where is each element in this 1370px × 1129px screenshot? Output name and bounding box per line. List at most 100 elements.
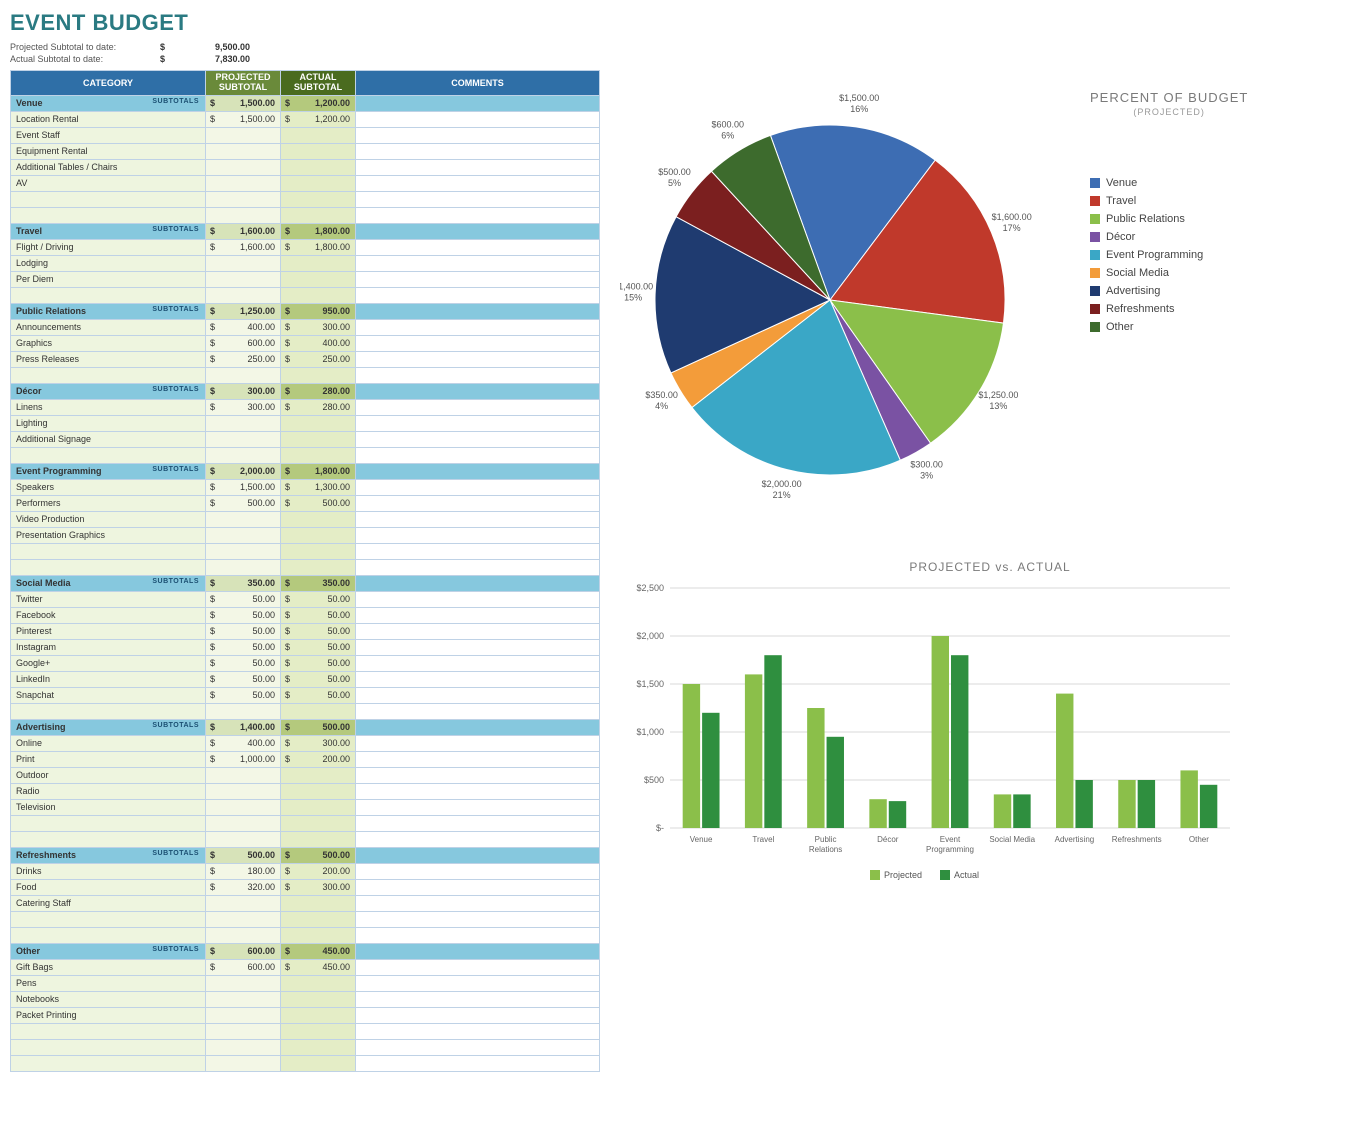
table-row (11, 543, 600, 559)
bar-legend-label: Actual (954, 870, 979, 880)
row-actual: $300.00 (281, 879, 356, 895)
row-comment (356, 687, 600, 703)
row-actual: $300.00 (281, 735, 356, 751)
row-actual (281, 911, 356, 927)
table-row: Twitter$50.00$50.00 (11, 591, 600, 607)
section-name: Social MediaSUBTOTALS (11, 575, 206, 591)
table-row: Press Releases$250.00$250.00 (11, 351, 600, 367)
row-name (11, 1039, 206, 1055)
header-actual: ACTUAL SUBTOTAL (281, 71, 356, 96)
legend-label: Travel (1106, 195, 1136, 207)
table-row: Drinks$180.00$200.00 (11, 863, 600, 879)
x-axis-label: Travel (752, 835, 774, 844)
row-comment (356, 351, 600, 367)
row-actual: $50.00 (281, 655, 356, 671)
spacer-row (11, 927, 600, 943)
pie-title: PERCENT OF BUDGET (1090, 90, 1248, 105)
table-row: Linens$300.00$280.00 (11, 399, 600, 415)
row-projected: $50.00 (206, 655, 281, 671)
section-projected: $1,600.00 (206, 223, 281, 239)
table-row (11, 191, 600, 207)
table-row: Snapchat$50.00$50.00 (11, 687, 600, 703)
row-actual (281, 1007, 356, 1023)
row-comment (356, 255, 600, 271)
row-actual: $200.00 (281, 751, 356, 767)
spacer-row (11, 831, 600, 847)
row-name: Online (11, 735, 206, 751)
row-actual (281, 527, 356, 543)
row-comment (356, 1039, 600, 1055)
section-comment (356, 575, 600, 591)
legend-swatch (1090, 304, 1100, 314)
projected-subtotal-row: Projected Subtotal to date: $ 9,500.00 (10, 42, 600, 52)
row-actual: $50.00 (281, 639, 356, 655)
row-projected (206, 1039, 281, 1055)
section-header: DécorSUBTOTALS$300.00$280.00 (11, 383, 600, 399)
spacer-row (11, 287, 600, 303)
row-projected: $50.00 (206, 607, 281, 623)
row-projected (206, 543, 281, 559)
slice-amount-label: $600.00 (711, 120, 744, 130)
row-actual (281, 191, 356, 207)
actual-label: Actual Subtotal to date: (10, 54, 150, 64)
row-projected: $180.00 (206, 863, 281, 879)
row-comment (356, 975, 600, 991)
row-comment (356, 879, 600, 895)
slice-percent-label: 13% (989, 401, 1007, 411)
section-actual: $500.00 (281, 847, 356, 863)
legend-label: Other (1106, 321, 1134, 333)
row-name: Video Production (11, 511, 206, 527)
row-comment (356, 335, 600, 351)
header-category: CATEGORY (11, 71, 206, 96)
section-name: TravelSUBTOTALS (11, 223, 206, 239)
legend-label: Social Media (1106, 267, 1169, 279)
row-comment (356, 783, 600, 799)
section-projected: $300.00 (206, 383, 281, 399)
row-comment (356, 1023, 600, 1039)
row-name: Press Releases (11, 351, 206, 367)
section-comment (356, 719, 600, 735)
row-comment (356, 911, 600, 927)
row-actual: $500.00 (281, 495, 356, 511)
row-projected (206, 271, 281, 287)
legend-swatch (1090, 214, 1100, 224)
row-name: Gift Bags (11, 959, 206, 975)
section-name: Event ProgrammingSUBTOTALS (11, 463, 206, 479)
row-name (11, 1023, 206, 1039)
table-row: Catering Staff (11, 895, 600, 911)
row-comment (356, 591, 600, 607)
table-row: Location Rental$1,500.00$1,200.00 (11, 111, 600, 127)
row-actual (281, 991, 356, 1007)
row-name: Google+ (11, 655, 206, 671)
row-projected (206, 799, 281, 815)
section-name: Public RelationsSUBTOTALS (11, 303, 206, 319)
row-actual (281, 895, 356, 911)
row-comment (356, 895, 600, 911)
row-comment (356, 143, 600, 159)
currency-symbol: $ (160, 54, 170, 64)
row-projected (206, 255, 281, 271)
bar-actual (1200, 785, 1217, 828)
table-row: Notebooks (11, 991, 600, 1007)
table-row: Outdoor (11, 767, 600, 783)
row-actual (281, 271, 356, 287)
spacer-row (11, 207, 600, 223)
slice-percent-label: 6% (721, 131, 734, 141)
slice-amount-label: $500.00 (658, 167, 691, 177)
row-actual (281, 543, 356, 559)
section-header: Event ProgrammingSUBTOTALS$2,000.00$1,80… (11, 463, 600, 479)
section-projected: $1,500.00 (206, 95, 281, 111)
row-actual (281, 1023, 356, 1039)
row-actual: $1,200.00 (281, 111, 356, 127)
row-projected (206, 911, 281, 927)
y-axis-label: $- (656, 823, 664, 833)
row-comment (356, 511, 600, 527)
slice-percent-label: 16% (850, 104, 868, 114)
row-comment (356, 127, 600, 143)
row-actual: $50.00 (281, 687, 356, 703)
bar-projected (994, 794, 1011, 828)
table-row: Video Production (11, 511, 600, 527)
x-axis-label: Relations (809, 845, 842, 854)
slice-percent-label: 5% (668, 178, 681, 188)
legend-swatch (1090, 196, 1100, 206)
